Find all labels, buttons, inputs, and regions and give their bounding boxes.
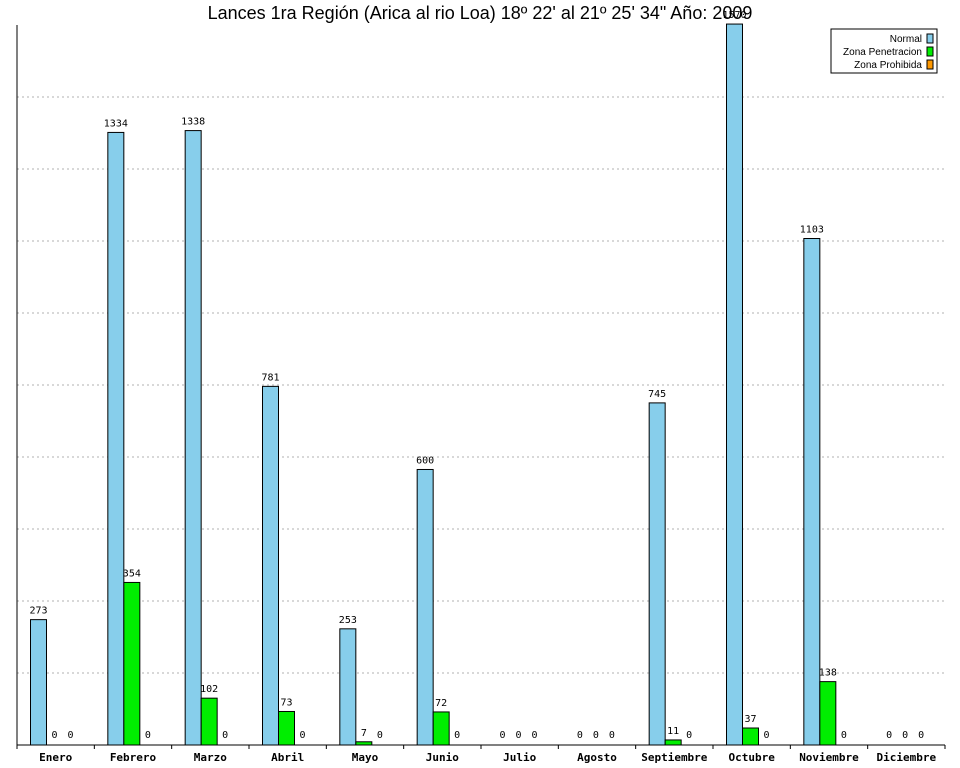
data-label: 11 [667,726,679,737]
bar-zona-penetracion [664,739,682,746]
data-label: 745 [648,389,666,400]
x-tick-label: Abril [271,751,304,764]
bar-normal [416,468,434,746]
data-label: 72 [435,698,447,709]
data-label: 0 [593,730,599,741]
data-label: 37 [744,714,756,725]
data-label: 1338 [181,117,205,128]
bar-normal [648,402,666,746]
data-label: 7 [361,728,367,739]
bars [30,23,837,746]
chart-title: Lances 1ra Región (Arica al rio Loa) 18º… [208,3,753,23]
x-tick-label: Enero [39,751,72,764]
legend-box [830,28,938,74]
x-tick-label: Septiembre [641,751,708,764]
data-label: 0 [577,730,583,741]
bar-zona-penetracion [200,697,218,746]
x-tick-label: Febrero [110,751,157,764]
legend-swatch [926,59,934,70]
legend-label: Normal [890,34,922,45]
data-label: 253 [339,615,357,626]
x-tick-label: Agosto [577,751,617,764]
data-label: 0 [377,730,383,741]
data-label: 0 [515,730,521,741]
x-tick-label: Julio [503,751,536,764]
data-label: 1570 [722,10,746,21]
legend-swatch [926,46,934,57]
data-label: 0 [299,730,305,741]
x-tick-label: Noviembre [799,751,859,764]
bar-normal [30,619,47,746]
data-label: 0 [51,730,57,741]
data-label: 0 [454,730,460,741]
data-label: 138 [819,668,837,679]
x-tick-label: Junio [426,751,459,764]
bar-zona-penetracion [819,681,837,746]
bar-zona-penetracion [742,727,759,746]
data-label: 0 [886,730,892,741]
bar-zona-penetracion [123,581,141,746]
data-label: 0 [902,730,908,741]
legend-swatch [926,33,934,44]
legend-label: Zona Prohibida [854,60,922,71]
legend: Normal Zona Penetracion Zona Prohibida [830,28,938,74]
data-label: 0 [145,730,151,741]
bar-normal [803,238,821,746]
data-label: 102 [200,684,218,695]
data-label: 0 [531,730,537,741]
data-label: 0 [222,730,228,741]
bar-normal [726,23,743,746]
legend-label: Zona Penetracion [843,47,922,58]
x-tick-labels: Enero Febrero Marzo Abril Mayo Junio Julio Agos… [39,751,936,764]
x-tick-label: Mayo [352,751,379,764]
bar-normal [107,131,125,746]
data-label: 0 [918,730,924,741]
data-label: 273 [29,606,47,617]
data-label: 0 [686,730,692,741]
data-label: 0 [841,730,847,741]
data-label: 600 [416,455,434,466]
bar-normal [262,385,279,746]
data-label: 1334 [104,118,128,129]
bar-zona-penetracion [432,711,450,746]
bar-normal [339,628,357,746]
data-label: 0 [67,730,73,741]
data-label: 781 [261,372,279,383]
data-label: 0 [609,730,615,741]
data-label: 1103 [800,225,824,236]
data-label: 354 [123,568,141,579]
axes [16,25,946,749]
x-tick-label: Octubre [728,751,775,764]
x-tick-label: Marzo [194,751,227,764]
data-label: 0 [763,730,769,741]
data-label: 0 [499,730,505,741]
data-label: 73 [280,697,292,708]
x-tick-label: Diciembre [877,751,937,764]
bar-zona-penetracion [278,710,295,746]
bar-normal [184,130,202,746]
